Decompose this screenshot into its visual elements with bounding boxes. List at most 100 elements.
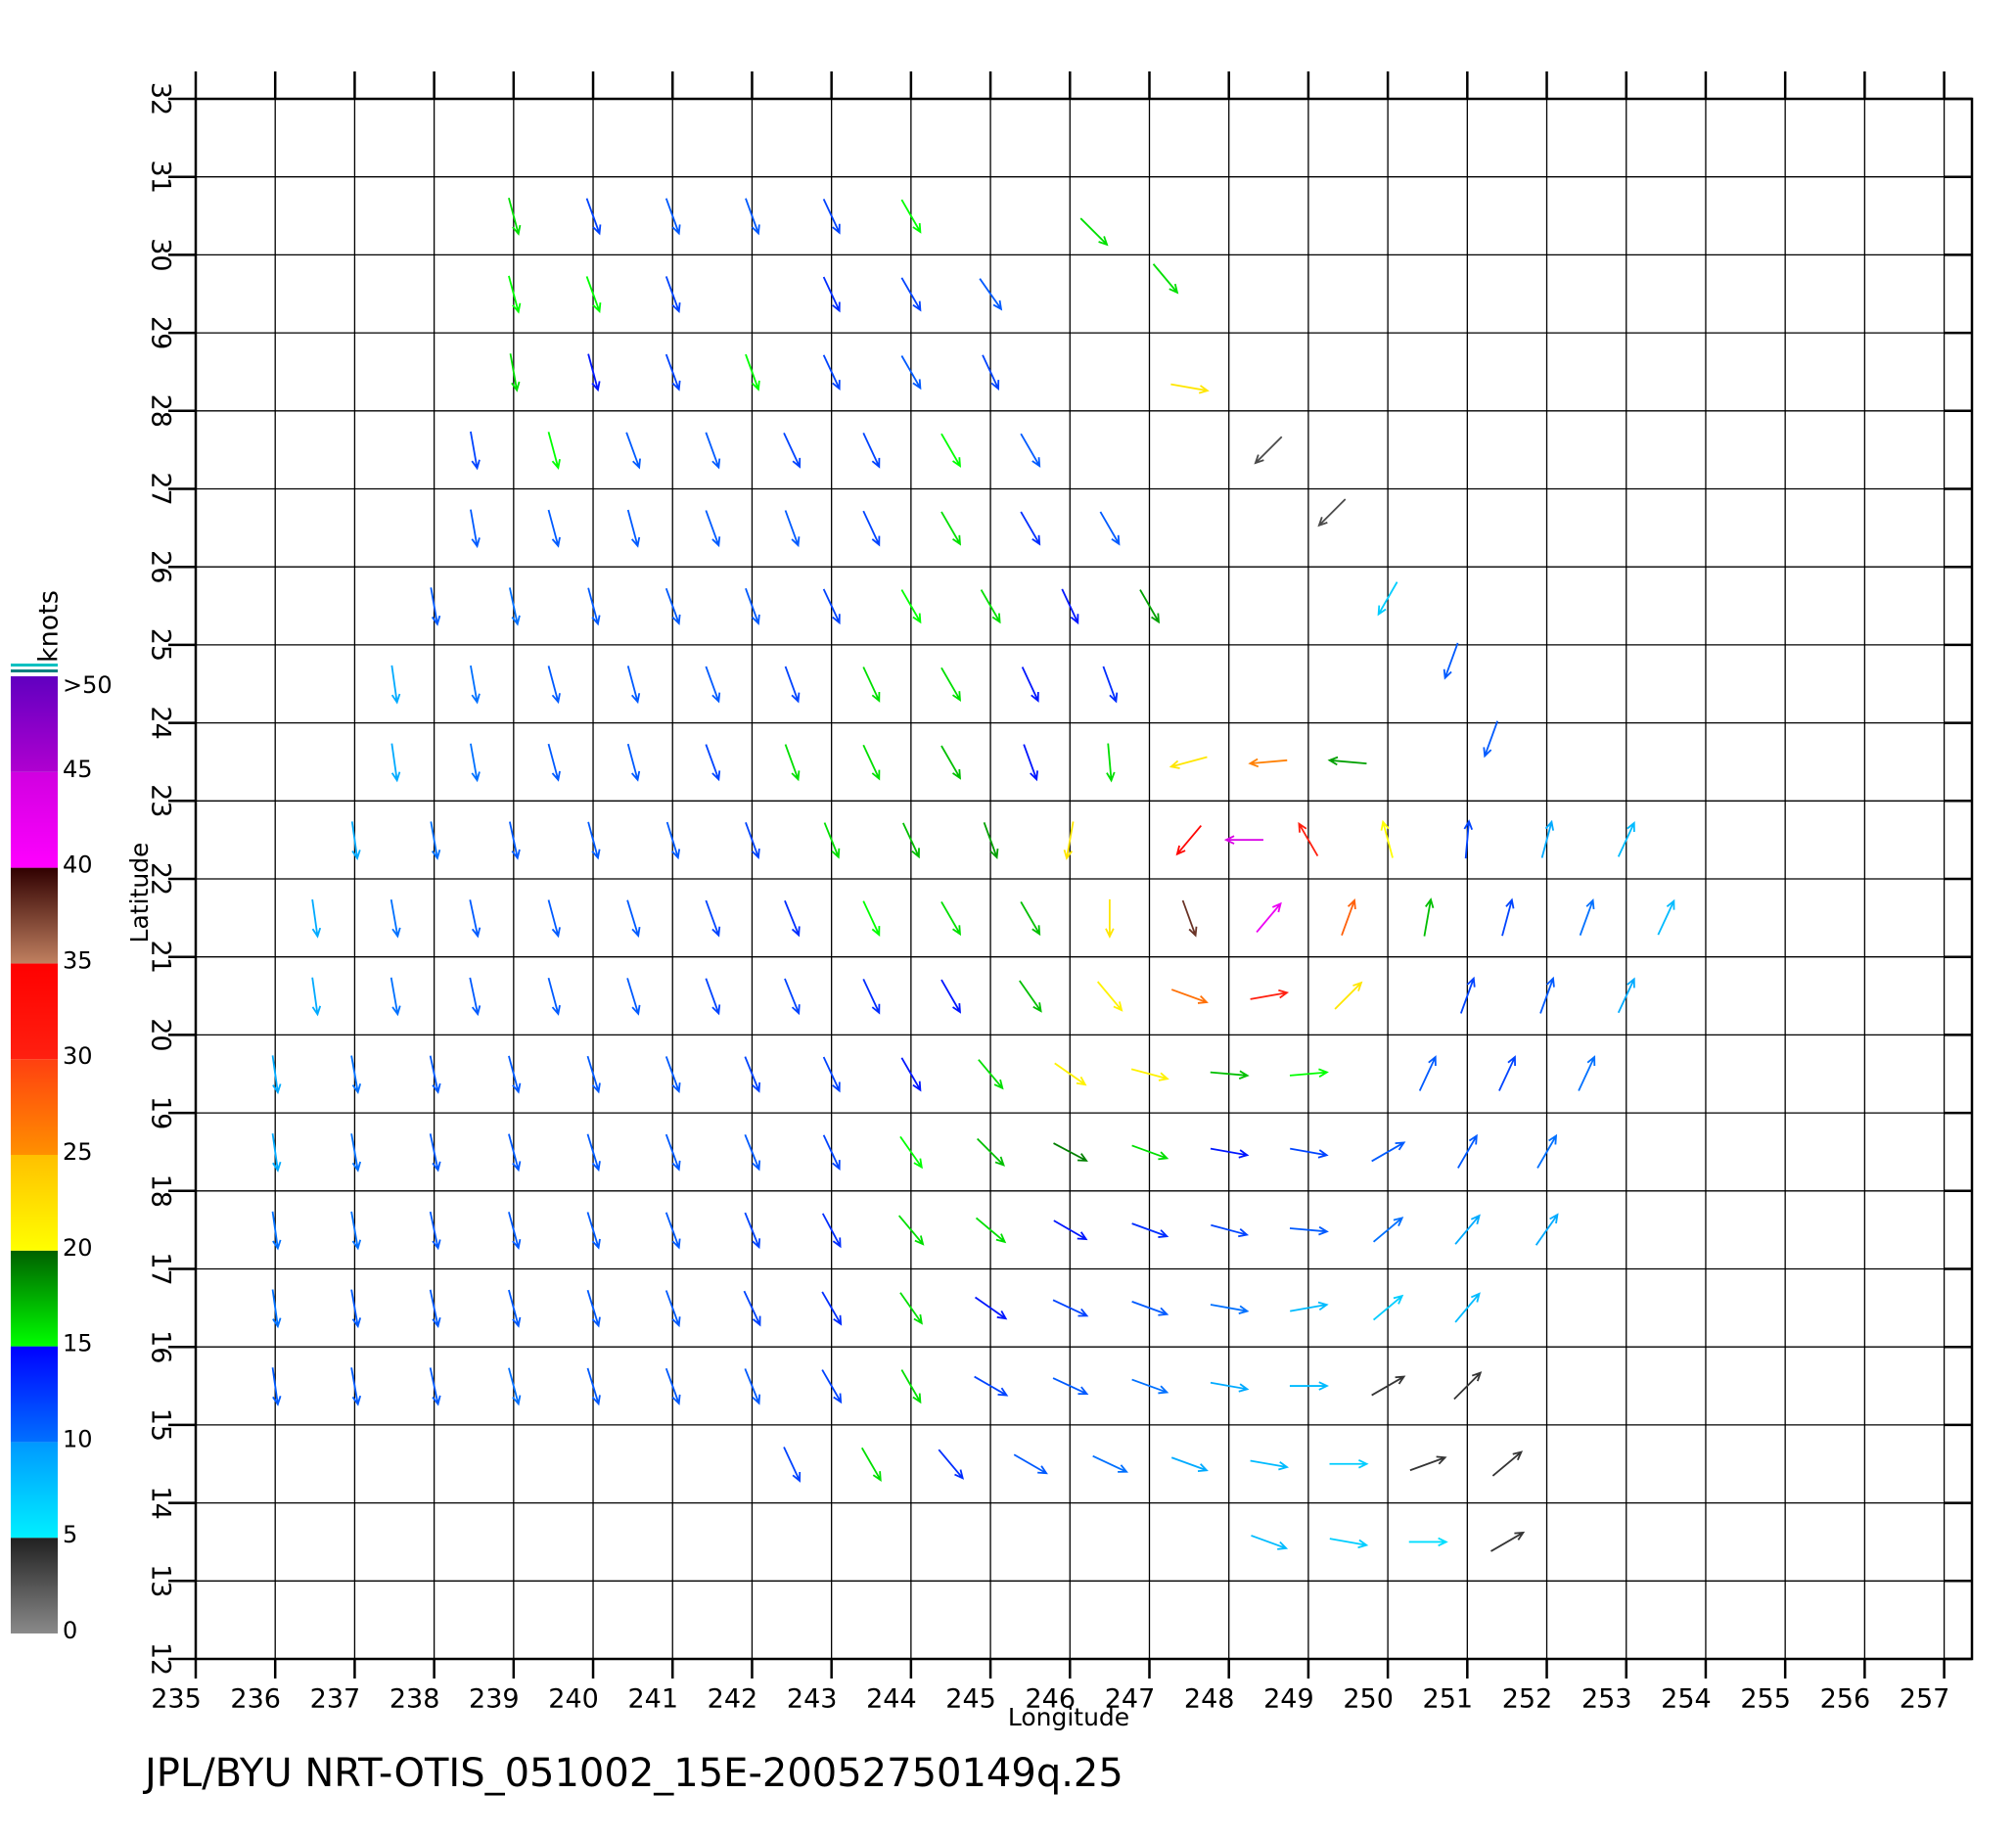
wind-vector (665, 821, 681, 860)
colorbar-tick-label: 40 (63, 851, 93, 879)
wind-vector (271, 1289, 282, 1329)
wind-vector (626, 743, 641, 782)
wind-vector (664, 1133, 681, 1172)
wind-vector (744, 1056, 761, 1093)
wind-vector (745, 587, 760, 625)
wind-vector (664, 353, 681, 391)
colorbar-stripe (11, 669, 58, 672)
wind-vector (664, 1056, 681, 1094)
wind-vector (1175, 825, 1202, 856)
wind-vector (940, 900, 962, 937)
wind-vector (1053, 1142, 1088, 1162)
wind-vector (350, 1133, 362, 1173)
colorbar-tick-label: 45 (63, 756, 93, 783)
colorbar-band (11, 867, 58, 964)
wind-vector (664, 587, 681, 625)
wind-vector (1380, 819, 1394, 858)
wind-vector (1371, 1375, 1406, 1397)
y-tick-label: 16 (146, 1330, 176, 1363)
wind-vector (1498, 1055, 1516, 1091)
x-tick-label: 248 (1184, 1684, 1235, 1715)
y-tick-label: 14 (146, 1486, 176, 1519)
y-tick-label: 18 (146, 1174, 176, 1208)
wind-vector (469, 977, 481, 1017)
wind-vector (1210, 1304, 1250, 1314)
wind-vector (974, 1375, 1009, 1397)
wind-vector (547, 509, 561, 548)
wind-vector (1105, 898, 1115, 939)
wind-vector (1372, 1294, 1404, 1321)
wind-vector (664, 1290, 681, 1328)
wind-vector (1578, 1055, 1596, 1091)
wind-vector (429, 1133, 441, 1173)
wind-vector (1021, 667, 1039, 703)
wind-vector (1579, 898, 1595, 937)
wind-vector (350, 1211, 362, 1251)
wind-vector (626, 666, 641, 705)
wind-vector (1170, 383, 1210, 394)
wind-vector (862, 433, 881, 469)
wind-vector (938, 1449, 965, 1480)
wind-vector (311, 898, 322, 939)
wind-vector (940, 979, 962, 1014)
wind-vector (705, 899, 721, 938)
wind-vector (1443, 642, 1459, 680)
wind-vector (1020, 900, 1041, 937)
wind-vector (508, 197, 522, 236)
wind-vector (1536, 1133, 1558, 1169)
colorbar-band (11, 963, 58, 1060)
y-tick-label: 12 (146, 1642, 176, 1676)
wind-vector (626, 899, 641, 938)
wind-vector (1535, 1213, 1559, 1246)
wind-vector (271, 1133, 282, 1173)
x-tick-label: 243 (787, 1684, 838, 1715)
wind-vector (1459, 976, 1476, 1014)
wind-vector (1052, 1377, 1089, 1396)
wind-vector (1248, 758, 1288, 768)
wind-vector (823, 822, 841, 859)
wind-vector (1152, 263, 1179, 295)
wind-vector (1210, 1070, 1250, 1080)
wind-vector (983, 821, 999, 859)
colorbar-tick-label: 10 (63, 1425, 93, 1452)
wind-vector (664, 276, 681, 314)
wind-vector (1061, 588, 1079, 625)
wind-vector (862, 667, 881, 703)
wind-vector (980, 589, 1001, 624)
wind-vector (390, 665, 401, 705)
wind-vector (1317, 498, 1347, 528)
wind-vector (625, 432, 641, 470)
wind-vector (1181, 899, 1198, 938)
wind-vector (586, 1133, 601, 1173)
wind-vector (862, 900, 881, 937)
x-tick-label: 256 (1820, 1684, 1871, 1715)
wind-vector (1327, 756, 1367, 766)
wind-vector (975, 1217, 1007, 1244)
wind-vector (508, 1133, 522, 1173)
wind-vector (509, 821, 521, 860)
y-tick-label: 27 (146, 472, 176, 505)
wind-vector (705, 510, 721, 548)
y-tick-label: 20 (146, 1018, 176, 1051)
wind-vector (547, 432, 561, 471)
wind-vector (586, 1367, 601, 1406)
wind-vector (822, 1134, 841, 1172)
wind-vector (1540, 819, 1555, 858)
wind-vector (1079, 217, 1109, 247)
wind-vector (1539, 976, 1555, 1014)
wind-vector (1453, 1371, 1483, 1401)
wind-vector (390, 743, 401, 783)
wind-vector (1418, 1055, 1437, 1091)
x-tick-label: 242 (708, 1684, 758, 1715)
wind-vector (470, 665, 481, 705)
wind-vector (429, 1367, 441, 1406)
wind-vector (587, 821, 601, 860)
wind-vector (1019, 980, 1042, 1013)
wind-vector (900, 355, 922, 391)
wind-vector (389, 898, 401, 939)
y-tick-label: 21 (146, 941, 176, 974)
wind-vector (822, 198, 841, 235)
wind-vector (783, 1447, 802, 1483)
wind-vector (899, 1292, 923, 1325)
